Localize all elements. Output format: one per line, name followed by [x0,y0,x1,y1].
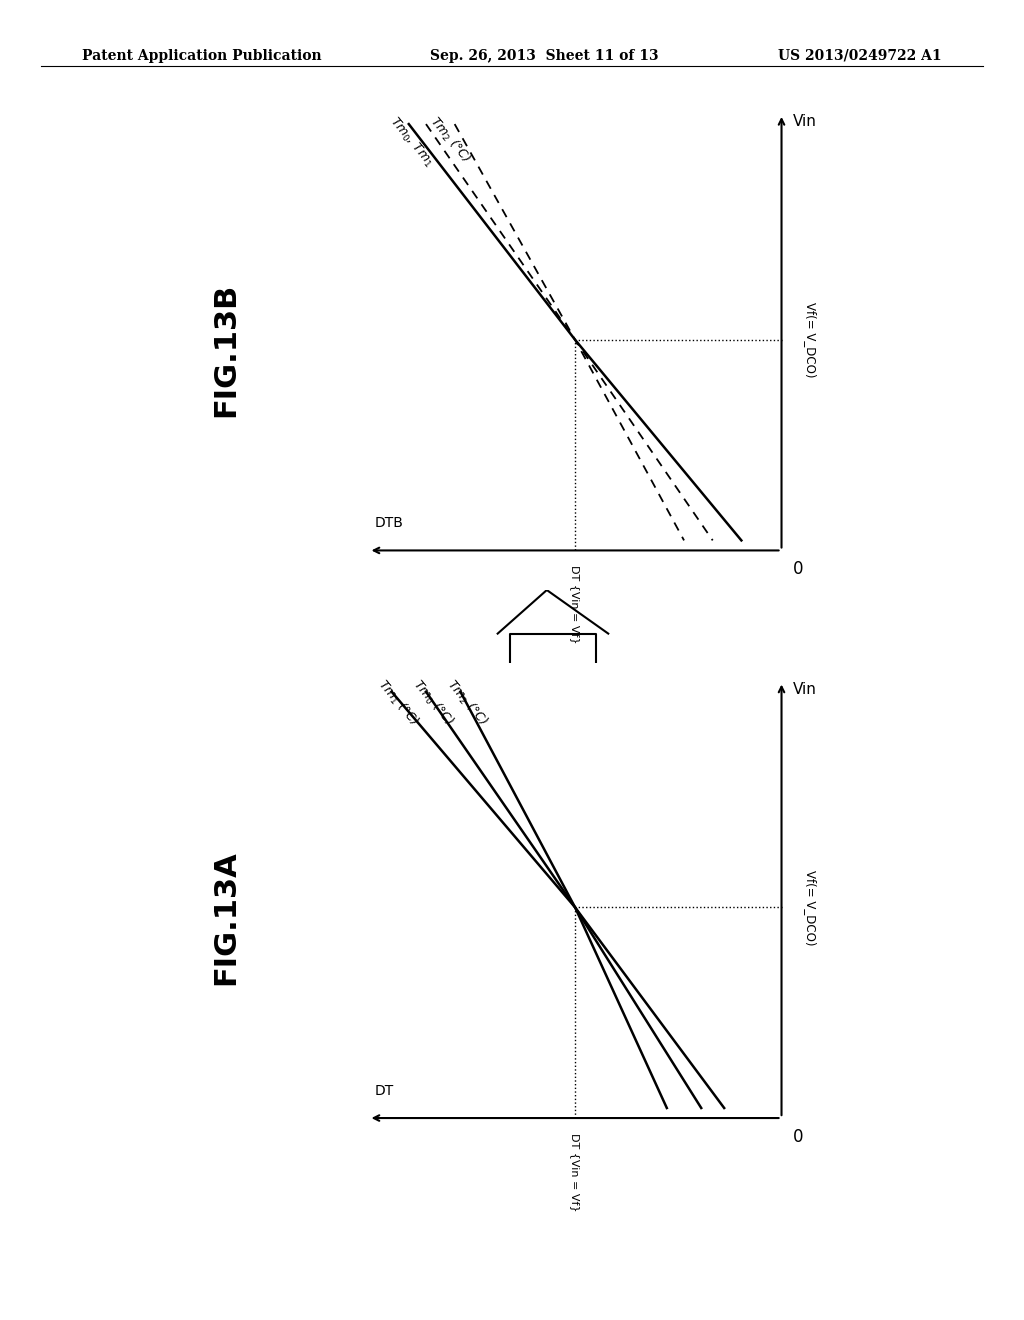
Text: Sep. 26, 2013  Sheet 11 of 13: Sep. 26, 2013 Sheet 11 of 13 [430,49,658,63]
Text: Tm$_2$ (°C): Tm$_2$ (°C) [443,677,492,730]
Text: Tm$_0$, Tm$_1$: Tm$_0$, Tm$_1$ [386,114,436,170]
Text: Vf(= V_DCO): Vf(= V_DCO) [805,302,817,378]
Text: Tm$_1$ (°C): Tm$_1$ (°C) [375,677,422,730]
Text: DT {Vin = Vf}: DT {Vin = Vf} [570,565,580,644]
Text: FIG.13A: FIG.13A [211,850,240,985]
Text: Tm$_0$ (°C): Tm$_0$ (°C) [409,677,457,730]
Text: FIG.13B: FIG.13B [211,282,240,417]
Text: DT: DT [375,1084,393,1098]
Text: 0: 0 [793,561,804,578]
Text: DTB: DTB [375,516,403,531]
Text: Patent Application Publication: Patent Application Publication [82,49,322,63]
Text: Vf(= V_DCO): Vf(= V_DCO) [805,870,817,945]
Text: US 2013/0249722 A1: US 2013/0249722 A1 [778,49,942,63]
Text: Vin: Vin [793,681,817,697]
Text: DT {Vin = Vf}: DT {Vin = Vf} [570,1133,580,1212]
Text: Tm$_2$ (°C): Tm$_2$ (°C) [426,114,474,166]
Text: Vin: Vin [793,114,817,129]
Text: 0: 0 [793,1129,804,1146]
